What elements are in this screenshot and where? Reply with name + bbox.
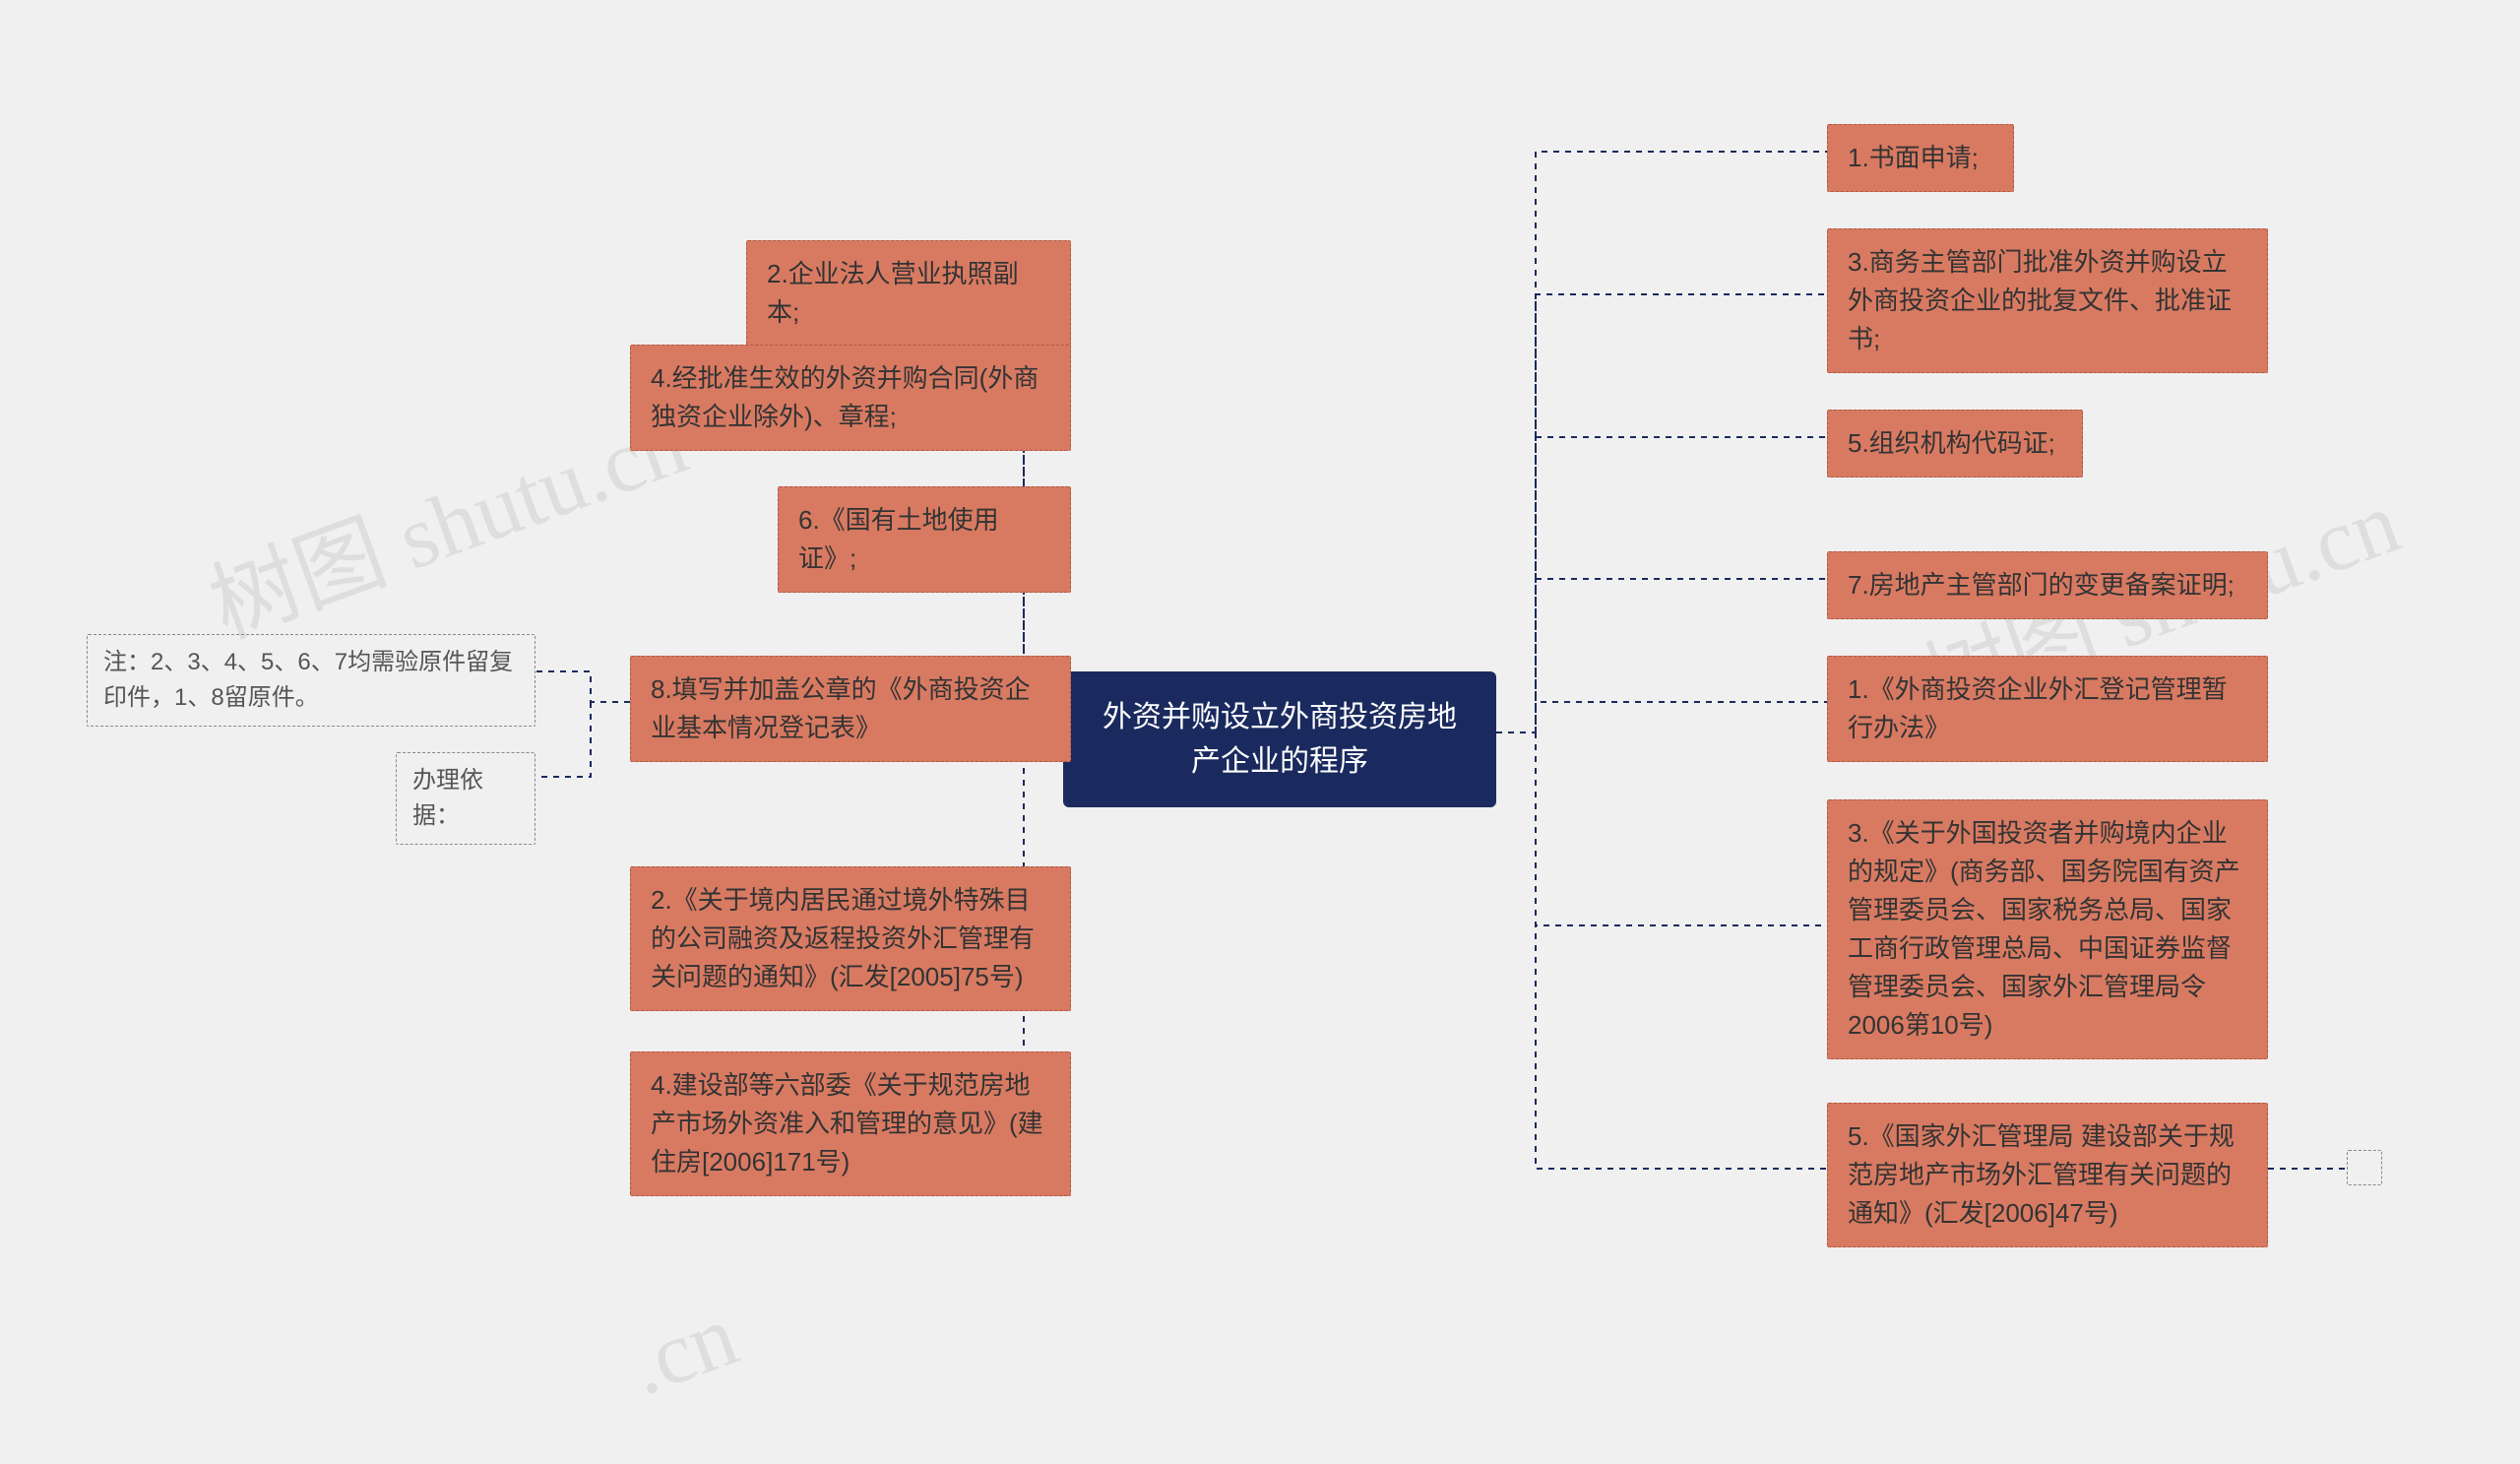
right-node-basis-1[interactable]: 1.《外商投资企业外汇登记管理暂行办法》: [1827, 656, 2268, 762]
right-node-3[interactable]: 3.商务主管部门批准外资并购设立外商投资企业的批复文件、批准证书;: [1827, 228, 2268, 373]
left-node-basis-4[interactable]: 4.建设部等六部委《关于规范房地产市场外资准入和管理的意见》(建住房[2006]…: [630, 1051, 1071, 1196]
note-leaf[interactable]: 注：2、3、4、5、6、7均需验原件留复印件，1、8留原件。: [87, 634, 536, 727]
right-node-1[interactable]: 1.书面申请;: [1827, 124, 2014, 192]
left-node-8[interactable]: 8.填写并加盖公章的《外商投资企业基本情况登记表》: [630, 656, 1071, 762]
right-node-basis-3[interactable]: 3.《关于外国投资者并购境内企业的规定》(商务部、国务院国有资产管理委员会、国家…: [1827, 799, 2268, 1059]
basis-label-leaf[interactable]: 办理依据：: [396, 752, 536, 845]
root-node[interactable]: 外资并购设立外商投资房地产企业的程序: [1063, 671, 1496, 807]
right-node-5[interactable]: 5.组织机构代码证;: [1827, 410, 2083, 477]
left-node-6[interactable]: 6.《国有土地使用证》;: [778, 486, 1071, 593]
watermark: 树图 shutu.cn: [190, 372, 701, 663]
empty-child-node[interactable]: [2347, 1150, 2382, 1185]
left-node-basis-2[interactable]: 2.《关于境内居民通过境外特殊目的公司融资及返程投资外汇管理有关问题的通知》(汇…: [630, 866, 1071, 1011]
left-node-4[interactable]: 4.经批准生效的外资并购合同(外商独资企业除外)、章程;: [630, 345, 1071, 451]
watermark: .cn: [616, 1285, 750, 1417]
right-node-7[interactable]: 7.房地产主管部门的变更备案证明;: [1827, 551, 2268, 619]
mindmap-canvas: 树图 shutu.cn 树图 shutu.cn .cn 外资并购设立外商投资房地…: [0, 0, 2520, 1464]
right-node-basis-5[interactable]: 5.《国家外汇管理局 建设部关于规范房地产市场外汇管理有关问题的通知》(汇发[2…: [1827, 1103, 2268, 1247]
left-node-2[interactable]: 2.企业法人营业执照副本;: [746, 240, 1071, 347]
